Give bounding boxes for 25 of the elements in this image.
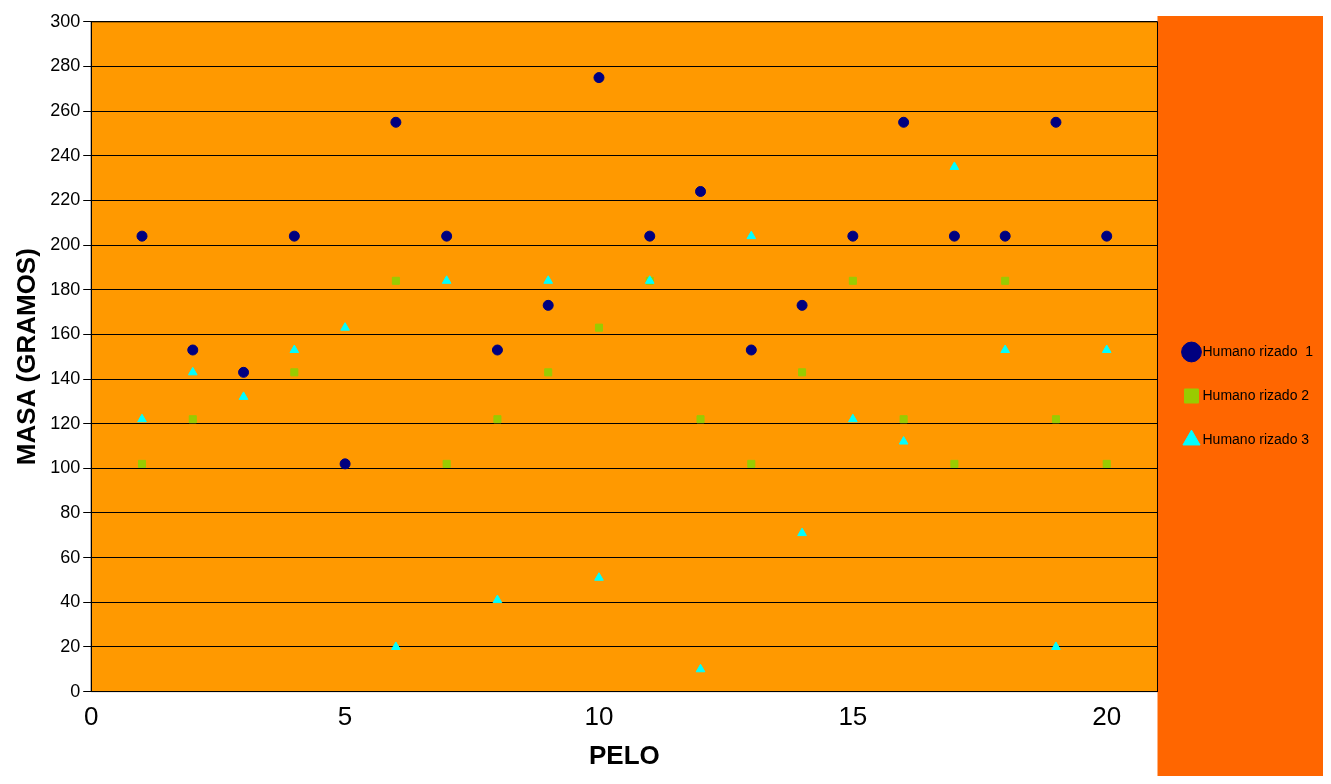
legend-label: Humano rizado 1 (1202, 342, 1314, 359)
y-tick-label: 240 (50, 144, 81, 165)
legend-label: Humano rizado 3 (1202, 430, 1310, 447)
y-tick-label: 160 (50, 323, 81, 344)
y-tick-label: 120 (50, 412, 81, 433)
y-tick-label: 260 (50, 100, 81, 121)
y-tick-label: 280 (50, 55, 81, 76)
y-tick-label: 100 (50, 457, 81, 478)
y-tick-label: 200 (50, 234, 81, 255)
y-tick-label: 80 (60, 501, 81, 522)
x-tick-label: 10 (584, 701, 614, 732)
y-tick-label: 40 (60, 591, 81, 612)
x-tick-label: 15 (838, 701, 868, 732)
y-tick-label: 180 (50, 278, 81, 299)
y-tick-label: 60 (60, 546, 81, 567)
legend-label: Humano rizado 2 (1202, 386, 1310, 403)
y-tick-label: 220 (50, 189, 81, 210)
x-tick-label: 5 (337, 701, 353, 732)
y-tick-label: 300 (50, 10, 81, 31)
y-tick-label: 20 (60, 635, 81, 656)
x-tick-label: 20 (1092, 701, 1122, 732)
y-tick-label: 0 (70, 680, 81, 701)
y-axis-title: MASA (GRAMOS) (10, 248, 41, 466)
x-axis-title: PELO (588, 739, 660, 770)
y-tick-label: 140 (50, 368, 81, 388)
